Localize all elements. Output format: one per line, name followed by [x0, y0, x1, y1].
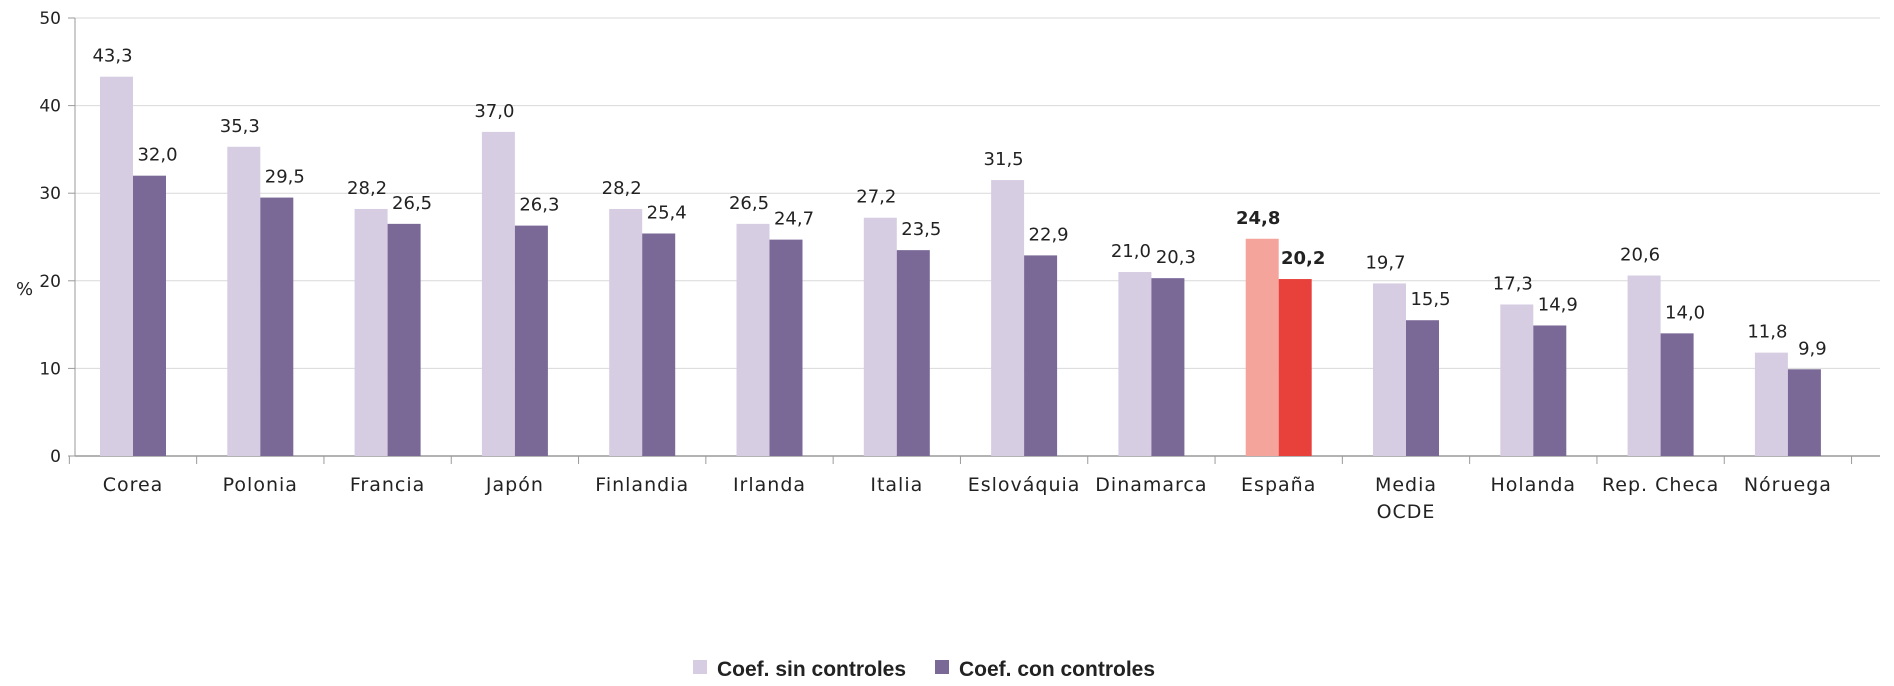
data-label: 24,7 [774, 209, 814, 230]
bar-sin-controles [863, 217, 897, 456]
bar-con-controles [514, 225, 548, 456]
category-label: Polonia [223, 474, 298, 496]
category-label: Media [1375, 474, 1437, 496]
bar-sin-controles [354, 208, 388, 456]
data-label: 20,3 [1156, 247, 1196, 268]
bars [100, 76, 1821, 456]
bar-sin-controles [1754, 352, 1788, 456]
data-label: 26,3 [519, 195, 559, 216]
category-label: Rep. Checa [1602, 474, 1719, 496]
bar-sin-controles [609, 208, 643, 456]
category-label: Japón [485, 474, 544, 496]
bar-sin-controles [481, 131, 515, 456]
bar-sin-controles [991, 180, 1025, 456]
category-label: Dinamarca [1095, 474, 1207, 496]
category-label: Holanda [1491, 474, 1577, 496]
data-label: 29,5 [265, 167, 305, 188]
y-tick-label: 50 [39, 9, 61, 29]
data-label: 24,8 [1236, 208, 1280, 229]
data-label: 25,4 [647, 202, 687, 223]
legend: Coef. sin controles Coef. con controles [693, 658, 1155, 681]
data-label: 14,9 [1538, 294, 1578, 315]
bar-sin-controles [1245, 238, 1279, 456]
y-tick-label: 30 [39, 184, 61, 204]
bar-con-controles [260, 197, 294, 456]
category-label: Corea [103, 474, 164, 496]
bar-con-controles [896, 250, 930, 456]
bar-con-controles [1787, 369, 1821, 456]
bar-con-controles [1151, 278, 1185, 456]
y-tick-label: 40 [39, 97, 61, 117]
bar-con-controles [769, 239, 803, 456]
data-label: 43,3 [92, 46, 132, 67]
data-label: 17,3 [1493, 273, 1533, 294]
legend-label: Coef. con controles [959, 658, 1155, 681]
data-label: 27,2 [856, 187, 896, 208]
category-label: Irlanda [733, 474, 806, 496]
data-label: 20,2 [1281, 248, 1325, 269]
category-label: OCDE [1377, 501, 1436, 523]
category-label: Italia [870, 474, 923, 496]
bar-con-controles [1660, 333, 1694, 456]
data-label: 28,2 [347, 178, 387, 199]
legend-label: Coef. sin controles [717, 658, 906, 681]
y-axis-label: % [16, 279, 33, 300]
category-label: España [1241, 474, 1316, 496]
category-labels: Corea Polonia Francia Japón Finlandia Irlanda… [103, 474, 1832, 523]
bar-con-controles [1533, 325, 1567, 456]
data-label: 23,5 [901, 219, 941, 240]
data-label: 19,7 [1365, 252, 1405, 273]
category-label: Eslováquia [968, 474, 1081, 496]
data-labels: 43,332,035,329,528,226,537,026,328,225,4… [92, 46, 1826, 360]
category-label: Finlandia [595, 474, 689, 496]
category-label: Francia [350, 474, 425, 496]
bar-con-controles [642, 233, 676, 456]
data-label: 26,5 [392, 193, 432, 214]
bar-con-controles [1024, 255, 1058, 456]
data-label: 22,9 [1029, 224, 1069, 245]
bar-sin-controles [1118, 272, 1152, 456]
legend-swatch [935, 660, 949, 674]
bar-sin-controles [1500, 304, 1534, 456]
data-label: 14,0 [1665, 302, 1705, 323]
data-label: 15,5 [1410, 289, 1450, 310]
y-tick-labels: 0 10 20 30 40 50 [39, 9, 61, 467]
data-label: 26,5 [729, 193, 769, 214]
data-label: 11,8 [1747, 322, 1787, 343]
bar-sin-controles [1627, 275, 1661, 456]
bar-con-controles [133, 175, 166, 456]
bar-sin-controles [100, 76, 133, 456]
y-tick-label: 20 [39, 272, 61, 292]
bar-sin-controles [736, 223, 770, 456]
bar-con-controles [1278, 279, 1312, 456]
legend-swatch [693, 660, 707, 674]
bar-sin-controles [227, 146, 261, 456]
data-label: 20,6 [1620, 245, 1660, 266]
data-label: 37,0 [474, 101, 514, 122]
bar-sin-controles [1373, 283, 1406, 456]
bar-con-controles [387, 223, 421, 456]
data-label: 31,5 [984, 149, 1024, 170]
gridlines [68, 17, 1880, 464]
data-label: 21,0 [1111, 241, 1151, 262]
data-label: 28,2 [602, 178, 642, 199]
data-label: 9,9 [1798, 338, 1827, 359]
category-label: Nóruega [1744, 474, 1832, 496]
data-label: 35,3 [220, 116, 260, 137]
y-tick-label: 10 [39, 359, 61, 379]
y-tick-label: 0 [50, 447, 61, 467]
data-label: 32,0 [137, 145, 177, 166]
bar-con-controles [1406, 320, 1439, 456]
